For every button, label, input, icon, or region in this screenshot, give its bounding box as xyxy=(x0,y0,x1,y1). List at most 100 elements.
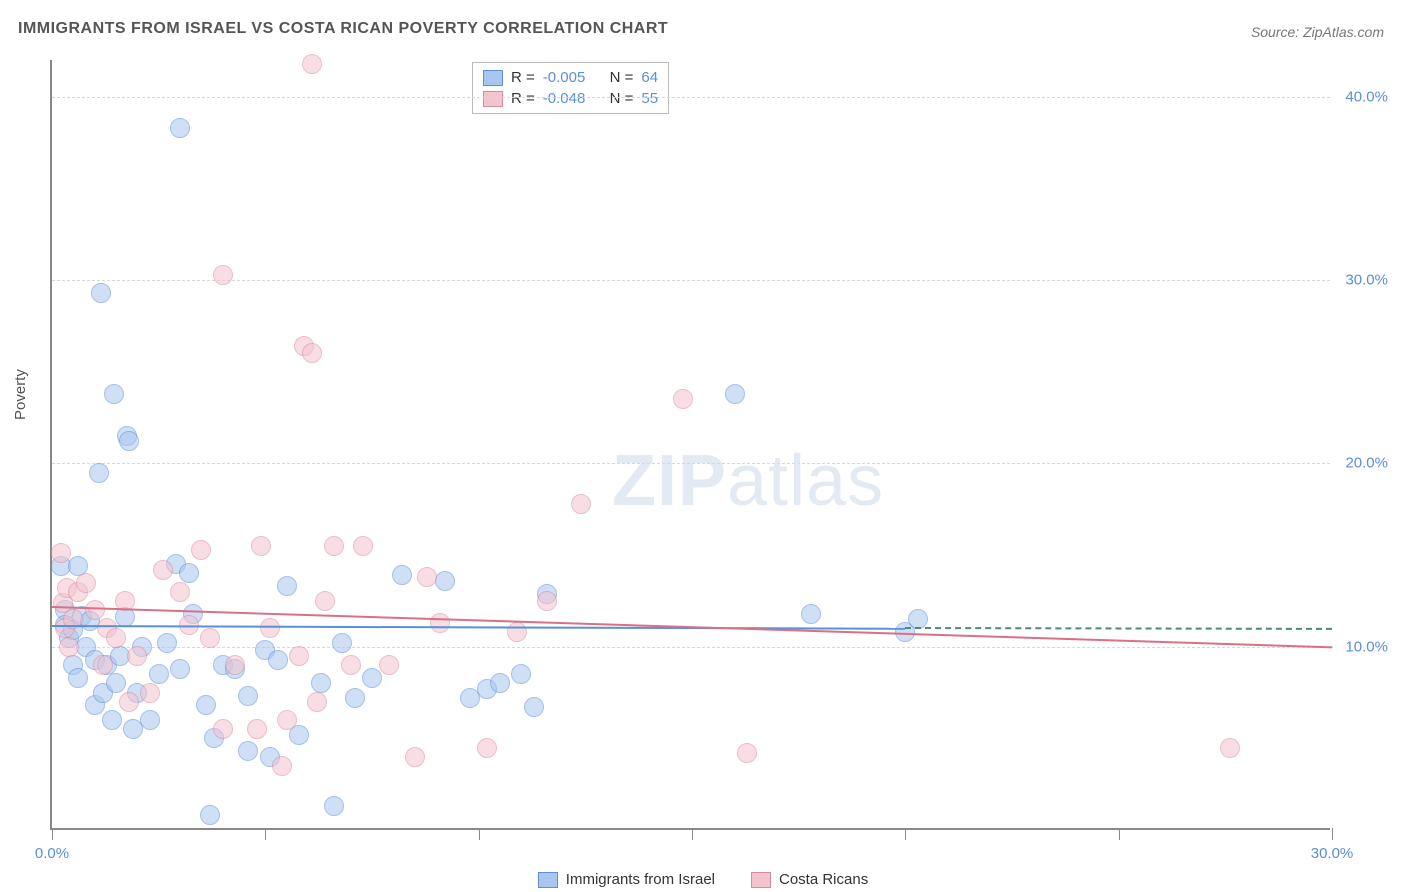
x-tick xyxy=(1119,828,1120,840)
data-point xyxy=(737,743,757,763)
legend-item: Immigrants from Israel xyxy=(538,871,715,888)
x-tick xyxy=(905,828,906,840)
data-point xyxy=(511,664,531,684)
r-value: -0.048 xyxy=(543,90,586,107)
data-point xyxy=(277,576,297,596)
data-point xyxy=(571,494,591,514)
data-point xyxy=(93,655,113,675)
gridline xyxy=(52,97,1330,98)
data-point xyxy=(91,283,111,303)
legend: Immigrants from Israel Costa Ricans xyxy=(0,871,1406,888)
r-label: R = xyxy=(511,69,535,86)
x-tick xyxy=(1332,828,1333,840)
data-point xyxy=(272,756,292,776)
data-point xyxy=(302,54,322,74)
y-tick-label: 40.0% xyxy=(1345,88,1388,105)
n-label: N = xyxy=(610,69,634,86)
data-point xyxy=(200,628,220,648)
data-point xyxy=(179,563,199,583)
data-point xyxy=(490,673,510,693)
data-point xyxy=(153,560,173,580)
r-label: R = xyxy=(511,90,535,107)
data-point xyxy=(725,384,745,404)
data-point xyxy=(238,686,258,706)
x-tick-label: 30.0% xyxy=(1311,845,1354,862)
data-point xyxy=(405,747,425,767)
data-point xyxy=(102,710,122,730)
data-point xyxy=(170,582,190,602)
stats-row: R = -0.005 N = 64 xyxy=(483,67,658,88)
data-point xyxy=(247,719,267,739)
stats-row: R = -0.048 N = 55 xyxy=(483,88,658,109)
data-point xyxy=(251,536,271,556)
data-point xyxy=(362,668,382,688)
data-point xyxy=(140,683,160,703)
data-point xyxy=(104,384,124,404)
data-point xyxy=(477,738,497,758)
gridline xyxy=(52,463,1330,464)
legend-swatch xyxy=(483,70,503,86)
data-point xyxy=(213,719,233,739)
data-point xyxy=(140,710,160,730)
data-point xyxy=(324,796,344,816)
data-point xyxy=(1220,738,1240,758)
data-point xyxy=(225,655,245,675)
source-attribution: Source: ZipAtlas.com xyxy=(1251,24,1384,40)
y-tick-label: 30.0% xyxy=(1345,272,1388,289)
data-point xyxy=(379,655,399,675)
data-point xyxy=(345,688,365,708)
data-point xyxy=(213,265,233,285)
data-point xyxy=(76,573,96,593)
data-point xyxy=(673,389,693,409)
legend-swatch xyxy=(538,872,558,888)
n-label: N = xyxy=(610,90,634,107)
data-point xyxy=(170,659,190,679)
data-point xyxy=(268,650,288,670)
x-tick xyxy=(479,828,480,840)
n-value: 64 xyxy=(641,69,658,86)
data-point xyxy=(238,741,258,761)
legend-label: Costa Ricans xyxy=(779,871,868,888)
data-point xyxy=(507,622,527,642)
data-point xyxy=(430,613,450,633)
y-tick-label: 10.0% xyxy=(1345,638,1388,655)
data-point xyxy=(196,695,216,715)
x-tick xyxy=(52,828,53,840)
data-point xyxy=(341,655,361,675)
data-point xyxy=(106,628,126,648)
data-point xyxy=(417,567,437,587)
data-point xyxy=(149,664,169,684)
gridline xyxy=(52,647,1330,648)
data-point xyxy=(277,710,297,730)
legend-swatch xyxy=(483,91,503,107)
data-point xyxy=(315,591,335,611)
x-tick-label: 0.0% xyxy=(35,845,69,862)
legend-label: Immigrants from Israel xyxy=(566,871,715,888)
legend-item: Costa Ricans xyxy=(751,871,868,888)
data-point xyxy=(191,540,211,560)
y-tick-label: 20.0% xyxy=(1345,455,1388,472)
data-point xyxy=(200,805,220,825)
chart-title: IMMIGRANTS FROM ISRAEL VS COSTA RICAN PO… xyxy=(18,20,668,38)
data-point xyxy=(435,571,455,591)
correlation-stats-box: R = -0.005 N = 64 R = -0.048 N = 55 xyxy=(472,62,669,114)
data-point xyxy=(801,604,821,624)
data-point xyxy=(353,536,373,556)
legend-swatch xyxy=(751,872,771,888)
r-value: -0.005 xyxy=(543,69,586,86)
watermark: ZIPatlas xyxy=(612,440,884,522)
data-point xyxy=(119,431,139,451)
data-point xyxy=(324,536,344,556)
scatter-plot-area: ZIPatlas R =-0.005 N =64R =-0.048 N =55 … xyxy=(50,60,1330,830)
n-value: 55 xyxy=(641,90,658,107)
data-point xyxy=(119,692,139,712)
data-point xyxy=(302,343,322,363)
x-tick xyxy=(692,828,693,840)
data-point xyxy=(332,633,352,653)
data-point xyxy=(289,646,309,666)
gridline xyxy=(52,280,1330,281)
data-point xyxy=(311,673,331,693)
y-axis-label: Poverty xyxy=(12,369,29,420)
x-tick xyxy=(265,828,266,840)
data-point xyxy=(307,692,327,712)
